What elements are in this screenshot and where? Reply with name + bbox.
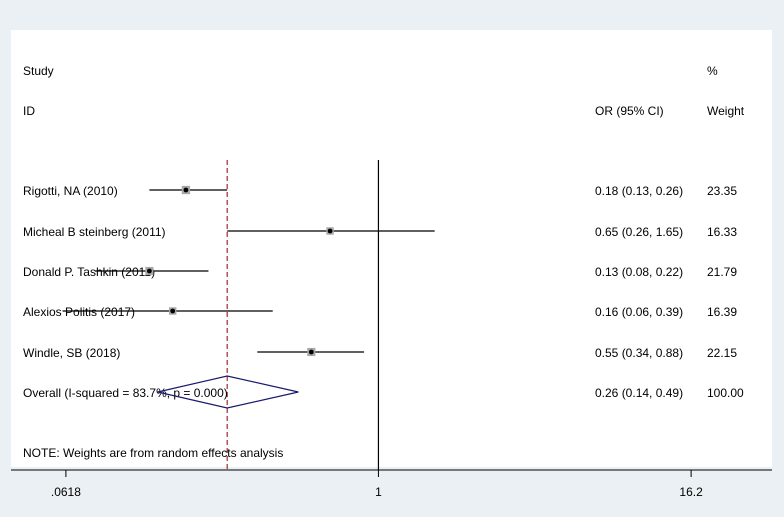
x-axis-tick: 16.2: [679, 470, 703, 499]
header-study: Study: [23, 64, 54, 78]
study-weight: 16.33: [707, 225, 737, 239]
point-estimate: [170, 308, 176, 314]
study-weight: 16.39: [707, 305, 737, 319]
study-label: Rigotti, NA (2010): [23, 184, 118, 198]
header-or-ci: OR (95% CI): [595, 104, 664, 118]
point-estimate: [308, 349, 314, 355]
header-weight: Weight: [707, 104, 745, 118]
study-or-ci: 0.65 (0.26, 1.65): [595, 225, 683, 239]
overall-weight: 100.00: [707, 386, 744, 400]
study-or-ci: 0.18 (0.13, 0.26): [595, 184, 683, 198]
point-estimate: [327, 228, 333, 234]
header-percent: %: [707, 64, 718, 78]
weights-note: NOTE: Weights are from random effects an…: [23, 446, 283, 460]
study-row: Micheal B steinberg (2011) 0.65 (0.26, 1…: [23, 225, 737, 239]
study-weight: 21.79: [707, 265, 737, 279]
header-id: ID: [23, 104, 35, 118]
overall-or-ci: 0.26 (0.14, 0.49): [595, 386, 683, 400]
study-or-ci: 0.13 (0.08, 0.22): [595, 265, 683, 279]
study-or-ci: 0.55 (0.34, 0.88): [595, 346, 683, 360]
study-row: Alexios Politis (2017) 0.16 (0.06, 0.39)…: [23, 305, 737, 319]
study-weight: 22.15: [707, 346, 737, 360]
study-label: Windle, SB (2018): [23, 346, 120, 360]
x-tick-label: 16.2: [679, 485, 703, 499]
x-axis-tick: 1: [375, 470, 382, 499]
study-row: Windle, SB (2018) 0.55 (0.34, 0.88) 22.1…: [23, 346, 737, 360]
overall-row: Overall (I-squared = 83.7%, p = 0.000) 0…: [23, 375, 744, 409]
study-label: Alexios Politis (2017): [23, 305, 135, 319]
x-tick-label: .0618: [51, 485, 81, 499]
overall-label: Overall (I-squared = 83.7%, p = 0.000): [23, 386, 228, 400]
point-estimate: [146, 268, 152, 274]
x-axis-tick: .0618: [51, 470, 81, 499]
study-label: Donald P. Tashkin (2011): [23, 265, 155, 279]
x-tick-label: 1: [375, 485, 382, 499]
plot-panel: [11, 30, 772, 467]
study-row: Donald P. Tashkin (2011) 0.13 (0.08, 0.2…: [23, 265, 737, 279]
study-or-ci: 0.16 (0.06, 0.39): [595, 305, 683, 319]
point-estimate: [183, 187, 189, 193]
overall-diamond: [157, 375, 299, 409]
study-weight: 23.35: [707, 184, 737, 198]
study-label: Micheal B steinberg (2011): [23, 225, 166, 239]
study-row: Rigotti, NA (2010) 0.18 (0.13, 0.26) 23.…: [23, 184, 737, 198]
